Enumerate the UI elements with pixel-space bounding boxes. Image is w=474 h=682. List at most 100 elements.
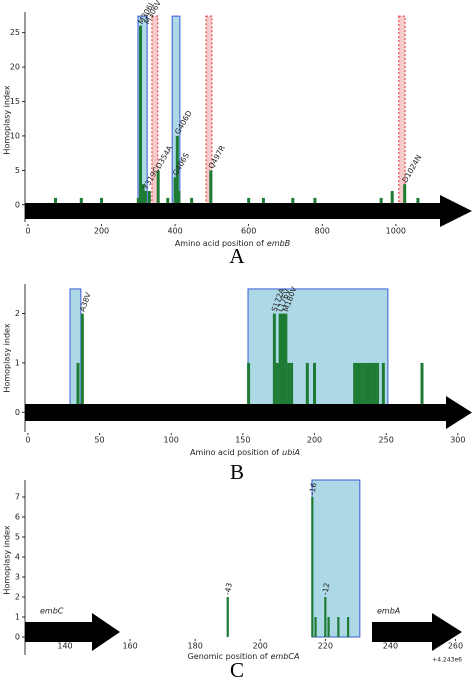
bar [420, 362, 424, 413]
highlight-region [311, 479, 361, 638]
bar [313, 197, 317, 205]
y-tick-label: 6 [15, 513, 20, 522]
y-tick-label: 2 [15, 593, 20, 602]
bar [376, 362, 380, 413]
bar [136, 197, 140, 205]
bar [358, 362, 362, 413]
bar [141, 184, 145, 205]
bar [313, 362, 317, 413]
x-axis-label-gene: ubiA [282, 448, 300, 457]
panel-letter: C [230, 658, 244, 682]
x-tick-label: 140 [57, 642, 72, 651]
bar [314, 617, 317, 637]
y-tick-label: 5 [15, 166, 20, 175]
bar [356, 362, 360, 413]
y-tick-label: 0 [15, 408, 20, 417]
bar [305, 362, 309, 413]
x-tick-label: 260 [448, 642, 463, 651]
y-tick-label: 2 [15, 309, 20, 318]
x-tick-label: 160 [122, 642, 137, 651]
bar [76, 362, 80, 413]
bar [54, 197, 58, 205]
y-tick-label: 4 [15, 553, 20, 562]
x-tick-label: 800 [315, 227, 330, 236]
bar [190, 197, 194, 205]
y-tick-label: 15 [10, 97, 20, 106]
bar [166, 197, 170, 205]
y-tick-label: 1 [15, 613, 20, 622]
x-tick-label: 400 [167, 227, 182, 236]
bar [379, 197, 383, 205]
bar [177, 191, 181, 205]
gene-label: embA [377, 607, 400, 616]
bar [80, 313, 84, 413]
x-tick-label: 200 [307, 436, 322, 445]
y-axis-label: Homoplasy index [3, 323, 12, 392]
bar [156, 170, 160, 205]
x-axis-label: Genomic position of embCA [188, 652, 300, 661]
y-tick-label: 0 [15, 200, 20, 209]
bar [370, 362, 374, 413]
x-tick-label: 0 [25, 227, 30, 236]
x-tick-label: 150 [235, 436, 250, 445]
y-tick-label: 0 [15, 633, 20, 642]
x-tick-label: 250 [379, 436, 394, 445]
bar [247, 362, 251, 413]
bar [287, 362, 291, 413]
bar [247, 197, 251, 205]
x-tick-label: 50 [94, 436, 104, 445]
bar [281, 313, 285, 413]
bar [173, 177, 177, 205]
bar [327, 617, 330, 637]
bar [209, 170, 213, 205]
bar [364, 362, 368, 413]
x-axis-label-text: Genomic position of [188, 652, 268, 661]
bar [147, 191, 151, 205]
x-tick-label: 100 [164, 436, 179, 445]
x-axis-label: Amino acid position of embB [175, 239, 290, 248]
y-tick-label: 1 [15, 358, 20, 367]
bar [291, 197, 295, 205]
bar [416, 197, 420, 205]
y-tick-label: 5 [15, 533, 20, 542]
x-tick-label: 200 [94, 227, 109, 236]
bar [381, 362, 385, 413]
bar [367, 362, 371, 413]
annotation: -43 [223, 582, 234, 596]
bar [347, 617, 350, 637]
x-axis-label-text: Amino acid position of [190, 448, 279, 457]
bar [324, 597, 327, 637]
gene-arrow [372, 613, 462, 651]
x-tick-label: 300 [450, 436, 465, 445]
y-axis-label: Homoplasy index [3, 85, 12, 154]
panel-letter: A [229, 244, 245, 268]
bar [261, 197, 265, 205]
bar [311, 497, 314, 637]
gene-arrow [25, 396, 472, 429]
y-tick-label: 25 [10, 28, 20, 37]
x-axis-label-gene: embCA [271, 652, 300, 661]
x-axis-label: Amino acid position of ubiA [190, 448, 300, 457]
gene-label: embC [40, 607, 64, 616]
y-tick-label: 10 [10, 131, 20, 140]
panel-letter: B [230, 460, 244, 484]
bar [353, 362, 357, 413]
bar [337, 617, 340, 637]
x-tick-label: 1000 [386, 227, 406, 236]
bar [403, 184, 407, 205]
gene-arrow [25, 195, 472, 227]
bar [139, 25, 143, 205]
bar [100, 197, 104, 205]
x-axis-label-text: Amino acid position of [175, 239, 264, 248]
y-tick-label: 20 [10, 63, 20, 72]
annotation: -12 [320, 582, 331, 596]
bar [373, 362, 377, 413]
bar [361, 362, 365, 413]
y-tick-label: 3 [15, 573, 20, 582]
x-tick-label: 0 [25, 436, 30, 445]
y-tick-label: 7 [15, 493, 20, 502]
x-axis-label-gene: embB [267, 239, 290, 248]
y-axis-label: Homoplasy index [3, 525, 12, 594]
x-tick-label: 600 [241, 227, 256, 236]
